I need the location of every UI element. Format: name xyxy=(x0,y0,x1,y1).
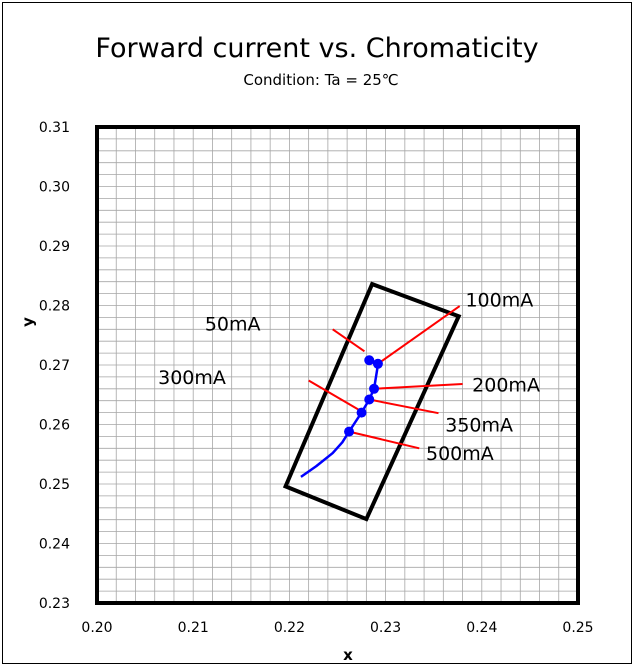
x-tick-label: 0.23 xyxy=(370,620,401,636)
data-series xyxy=(300,355,383,478)
leader-line xyxy=(308,379,363,413)
plot-border xyxy=(95,125,580,605)
leader-lines xyxy=(308,305,463,450)
data-point xyxy=(356,407,367,418)
data-point xyxy=(344,426,355,437)
y-tick-label: 0.28 xyxy=(39,299,70,315)
annotation-label: 100mA xyxy=(465,290,533,312)
x-tick-label: 0.24 xyxy=(466,620,497,636)
annotations: 100mA 50mA 300mA 200mA 350mA 500mA xyxy=(158,290,540,466)
leader-line xyxy=(374,383,463,390)
y-tick-label: 0.29 xyxy=(39,239,70,255)
chart-title: Forward current vs. Chromaticity xyxy=(95,33,538,64)
data-point xyxy=(364,394,375,405)
chart-subtitle: Condition: Ta = 25℃ xyxy=(243,71,398,89)
leader-line xyxy=(369,398,439,415)
y-axis-label: y xyxy=(19,317,37,327)
y-tick-label: 0.30 xyxy=(39,180,70,196)
data-point xyxy=(369,383,380,394)
annotation-label: 50mA xyxy=(205,313,261,335)
y-tick-label: 0.23 xyxy=(39,596,70,612)
y-tick-label: 0.25 xyxy=(39,477,70,493)
x-tick-label: 0.22 xyxy=(274,620,305,636)
grid xyxy=(97,127,578,603)
leader-line xyxy=(332,328,366,353)
x-tick-label: 0.21 xyxy=(178,620,209,636)
annotation-label: 350mA xyxy=(445,415,513,437)
y-tick-label: 0.31 xyxy=(39,120,70,136)
leader-line xyxy=(348,430,420,450)
leader-line xyxy=(377,305,461,365)
bin-box xyxy=(282,281,462,522)
x-tick-label: 0.20 xyxy=(81,620,112,636)
y-tick-label: 0.24 xyxy=(39,537,70,553)
y-tick-label: 0.26 xyxy=(39,418,70,434)
bin-box-outline xyxy=(282,281,462,522)
x-tick-label: 0.25 xyxy=(562,620,593,636)
data-point xyxy=(364,355,375,366)
annotation-label: 500mA xyxy=(426,443,494,465)
x-axis-label: x xyxy=(343,646,353,664)
data-point xyxy=(372,358,383,369)
y-tick-label: 0.27 xyxy=(39,358,70,374)
annotation-label: 200mA xyxy=(472,375,540,397)
tick-labels: 0.20 0.21 0.22 0.23 0.24 0.25 0.23 0.24 0.25 0.26… xyxy=(39,120,594,636)
annotation-label: 300mA xyxy=(158,367,226,389)
